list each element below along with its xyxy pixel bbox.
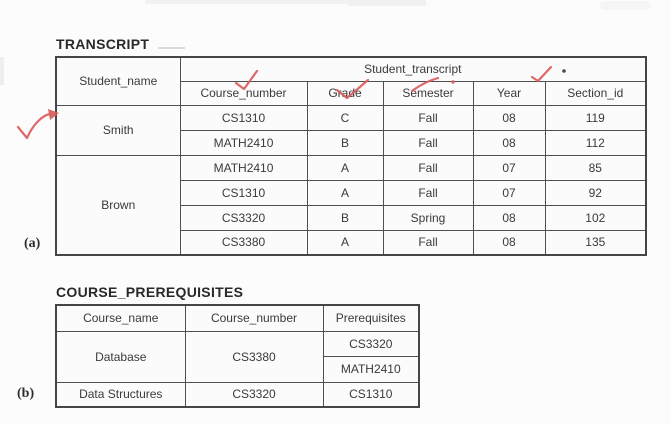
header-cell-prerequisites: Prerequisites xyxy=(322,304,420,332)
header-cell-student-name: Student_name xyxy=(55,56,181,106)
cell-year: 08 xyxy=(472,104,546,131)
cell-grade: A xyxy=(306,229,384,256)
course-prerequisites-table: Course_name Course_number Prerequisites … xyxy=(55,304,420,408)
cell-section-id: 135 xyxy=(544,229,647,256)
cell-course-number: CS3380 xyxy=(179,229,308,256)
transcript-title: TRANSCRIPT xyxy=(56,36,150,52)
cell-year: 07 xyxy=(472,179,546,206)
course-prerequisites-title: COURSE_PREREQUISITES xyxy=(56,284,244,300)
cell-course-number: CS1310 xyxy=(179,104,308,131)
panel-label-a: (a) xyxy=(24,236,41,251)
cell-prerequisite: CS1310 xyxy=(322,381,420,408)
cell-semester: Spring xyxy=(382,204,474,231)
scan-artifact-top xyxy=(145,0,360,4)
cell-prerequisite: MATH2410 xyxy=(322,355,420,383)
cell-student-smith: Smith xyxy=(55,104,181,156)
cell-course-name-data-structures: Data Structures xyxy=(55,381,186,408)
cell-course-number: MATH2410 xyxy=(179,129,308,156)
header-cell-year: Year xyxy=(472,80,546,106)
cell-semester: Fall xyxy=(382,179,474,206)
cell-year: 07 xyxy=(472,154,546,181)
cell-grade: A xyxy=(306,179,384,206)
header-cell-student-transcript: Student_transcript xyxy=(179,56,647,82)
scan-artifact-title-underline xyxy=(158,47,185,49)
cell-course-number: MATH2410 xyxy=(179,154,308,181)
scan-artifact-left-edge xyxy=(0,57,4,85)
panel-label-b: (b) xyxy=(17,386,35,401)
cell-prerequisite: CS3320 xyxy=(322,330,420,357)
cell-semester: Fall xyxy=(382,104,474,131)
cell-year: 08 xyxy=(472,229,546,256)
header-cell-course-name: Course_name xyxy=(55,304,186,332)
header-cell-course-number: Course_number xyxy=(179,80,308,106)
cell-grade: C xyxy=(306,104,384,131)
cell-semester: Fall xyxy=(382,154,474,181)
cell-semester: Fall xyxy=(382,229,474,256)
cell-section-id: 102 xyxy=(544,204,647,231)
cell-course-name-database: Database xyxy=(55,330,186,383)
cell-grade: B xyxy=(306,129,384,156)
scan-artifact-top xyxy=(348,0,426,6)
cell-course-number: CS3380 xyxy=(184,330,324,383)
cell-grade: A xyxy=(306,154,384,181)
cell-course-number: CS1310 xyxy=(179,179,308,206)
scan-artifact-top-right xyxy=(600,1,650,10)
cell-year: 08 xyxy=(472,204,546,231)
transcript-table: Student_name Student_transcript Course_n… xyxy=(55,56,648,256)
cell-section-id: 112 xyxy=(544,129,647,156)
cell-grade: B xyxy=(306,204,384,231)
checkmark-arrow-left-margin xyxy=(16,112,52,140)
cell-semester: Fall xyxy=(382,129,474,156)
cell-course-number: CS3320 xyxy=(184,381,324,408)
cell-year: 08 xyxy=(472,129,546,156)
header-cell-semester: Semester xyxy=(382,80,474,106)
cell-course-number: CS3320 xyxy=(179,204,308,231)
cell-section-id: 85 xyxy=(544,154,647,181)
cell-section-id: 92 xyxy=(544,179,647,206)
header-cell-section-id: Section_id xyxy=(544,80,647,106)
cell-section-id: 119 xyxy=(544,104,647,131)
cell-student-brown: Brown xyxy=(55,154,181,256)
header-cell-grade: Grade xyxy=(306,80,384,106)
header-cell-course-number: Course_number xyxy=(184,304,324,332)
